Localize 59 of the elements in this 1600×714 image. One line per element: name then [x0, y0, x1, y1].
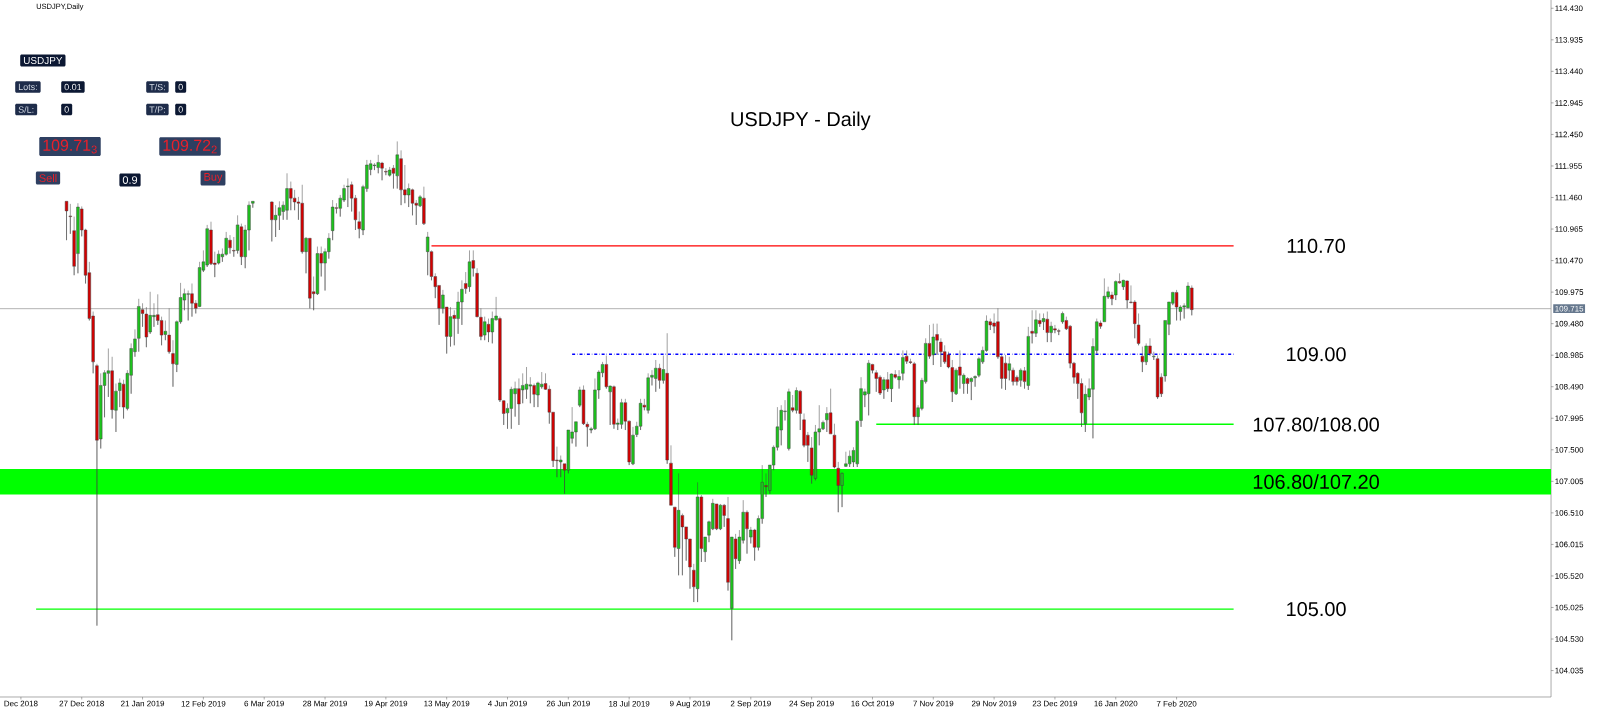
- annotation: T/P:: [149, 106, 165, 113]
- candlestick: [969, 376, 973, 401]
- annotation: Buy: [204, 173, 223, 183]
- candlestick: [867, 359, 871, 416]
- series-label: 107.80/108.00: [1253, 417, 1379, 432]
- annotation: S/L:: [18, 106, 34, 113]
- candlestick: [308, 238, 312, 309]
- candlestick: [787, 388, 791, 451]
- candlestick: [931, 323, 935, 366]
- candlestick: [848, 450, 852, 468]
- candlestick: [889, 373, 894, 403]
- annotation: Lots:: [18, 83, 37, 91]
- candlestick: [270, 201, 274, 242]
- candlestick: [76, 202, 80, 274]
- text: USDJPY - Daily: [731, 111, 871, 131]
- candlestick: [509, 386, 513, 430]
- candlestick: [274, 204, 278, 238]
- candlestick: [718, 503, 723, 531]
- candlestick: [844, 451, 848, 468]
- text: 109.00: [1287, 347, 1346, 362]
- candlestick: [646, 373, 650, 414]
- annotation: 0: [64, 106, 69, 113]
- candlestick: [654, 359, 658, 393]
- candlestick: [1140, 346, 1144, 373]
- band-label: 106.80/107.20: [1253, 474, 1379, 489]
- candlestick: [676, 473, 681, 576]
- annotation: Sell: [39, 173, 57, 183]
- candlestick: [882, 376, 886, 400]
- candlestick: [1190, 285, 1194, 316]
- candlestick: [228, 234, 232, 254]
- candlestick: [190, 283, 194, 317]
- annotation: USDJPY: [23, 56, 63, 65]
- text: 110.70: [1287, 238, 1345, 253]
- annotation: 0.9: [122, 176, 138, 184]
- candlestick: [612, 385, 616, 430]
- annotation: 0: [178, 83, 183, 91]
- annotation: 109.72$_{2}$: [163, 139, 217, 154]
- candlestick: [467, 250, 472, 293]
- annotation: T/S:: [149, 83, 165, 91]
- candlestick: [1155, 355, 1160, 400]
- annotation: 109.71$_{3}$: [43, 139, 97, 154]
- candlestick: [912, 361, 916, 426]
- candlestick: [64, 201, 69, 241]
- candlestick: [619, 398, 624, 430]
- candlestick: [1125, 280, 1129, 309]
- candlestick: [714, 503, 719, 531]
- candlestick: [1174, 289, 1179, 321]
- text: 105.00: [1287, 602, 1346, 617]
- candlestick: [1045, 311, 1049, 343]
- annotation: 0: [178, 106, 183, 113]
- candlestick: [1003, 354, 1008, 391]
- candlestick: [422, 186, 426, 226]
- candlestick: [1057, 328, 1061, 336]
- candlestick: [524, 366, 529, 400]
- annotation: 0.01: [64, 83, 82, 91]
- candlestick: [285, 173, 289, 221]
- candlestick: [695, 482, 700, 603]
- candlestick: [1019, 368, 1023, 387]
- candlestick: [346, 178, 350, 208]
